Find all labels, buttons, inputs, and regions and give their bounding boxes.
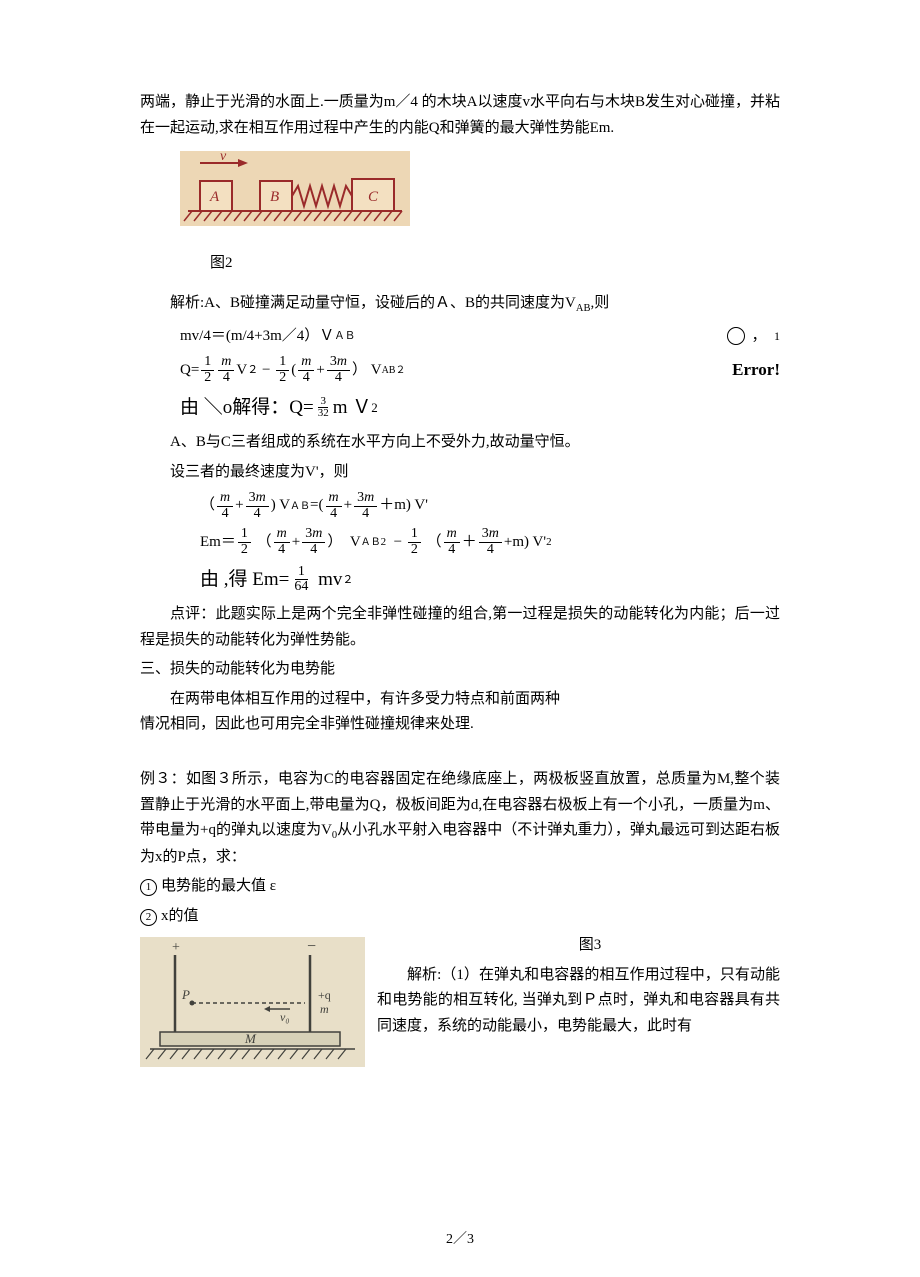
figure-3-svg: M + − bbox=[140, 937, 365, 1067]
circled-1-icon: 1 bbox=[140, 879, 157, 896]
figure-3: M + − bbox=[140, 937, 365, 1077]
svg-text:+q: +q bbox=[318, 988, 331, 1002]
svg-text:v₀: v₀ bbox=[280, 1010, 290, 1024]
analysis-text-pre: 解析:A、B碰撞满足动量守恒，设碰后的Ａ、B的共同速度为V bbox=[170, 295, 576, 311]
eq1-sub: ＡＢ bbox=[334, 328, 355, 346]
svg-text:m: m bbox=[320, 1002, 329, 1016]
circle-icon bbox=[727, 327, 745, 345]
section3-title: 三、损失的动能转化为电势能 bbox=[140, 657, 780, 683]
svg-text:−: − bbox=[307, 938, 316, 955]
example3-q1: 1电势能的最大值 ε bbox=[140, 874, 780, 900]
section3-p1: 在两带电体相互作用的过程中，有许多受力特点和前面两种 bbox=[140, 687, 780, 713]
svg-text:+: + bbox=[172, 940, 180, 955]
analysis-line-1: 解析:A、B碰撞满足动量守恒，设碰后的Ａ、B的共同速度为VAB,则 bbox=[140, 291, 780, 318]
eq6-prefix: 由 ,得 Em= bbox=[200, 564, 289, 596]
svg-text:B: B bbox=[270, 189, 279, 205]
figure-2-svg: v A B C bbox=[180, 151, 410, 226]
svg-text:M: M bbox=[244, 1031, 257, 1046]
figure-3-section: M + − bbox=[140, 933, 780, 1081]
eq3-suffix: m Ｖ bbox=[333, 392, 372, 424]
equation-5: Em＝ 12 （ m4 + 3m4 ） VＡＢ2 − 12 （ m4 ＋ 3m4… bbox=[200, 527, 780, 557]
svg-text:v: v bbox=[220, 151, 227, 164]
page-number: 2／3 bbox=[0, 1228, 920, 1252]
svg-text:C: C bbox=[368, 189, 379, 205]
eq2-left: Q= 12 m4 V２ − 12 ( m4 + 3m4 ） VAB２ bbox=[180, 355, 405, 385]
momentum-p2: 设三者的最终速度为V'，则 bbox=[140, 460, 780, 486]
eq5-text: Em＝ 12 （ m4 + 3m4 ） VＡＢ2 − 12 （ m4 ＋ 3m4… bbox=[200, 527, 552, 557]
eq1-num: 1 bbox=[774, 329, 780, 343]
eq1-left: mv/4＝(m/4+3m／4）Ｖ bbox=[180, 324, 334, 350]
eq3-text: 由 ＼o解得：Q=332 m Ｖ2 bbox=[180, 392, 378, 424]
svg-text:P: P bbox=[181, 987, 190, 1002]
example3-q2: 2x的值 bbox=[140, 904, 780, 930]
example3-para: 例３：如图３所示，电容为C的电容器固定在绝缘底座上，两极板竖直放置，总质量为M,… bbox=[140, 767, 780, 870]
analysis-text-post: ,则 bbox=[590, 295, 609, 311]
eq1-comma: ， bbox=[751, 328, 766, 344]
figure-3-caption: 图3 bbox=[400, 933, 780, 959]
equation-3: 由 ＼o解得：Q=332 m Ｖ2 bbox=[180, 392, 780, 424]
eq4-text: （ m4 + 3m4 ) VＡＢ =( m4 + 3m4 ＋m) V' bbox=[200, 491, 428, 521]
equation-1: mv/4＝(m/4+3m／4）ＶＡＢ ， 1 bbox=[180, 324, 780, 350]
q1-text: 电势能的最大值 ε bbox=[161, 878, 276, 894]
figure-2-caption: 图2 bbox=[210, 251, 780, 277]
eq6-text: 由 ,得 Em=164 mv２ bbox=[200, 564, 353, 596]
q2-text: x的值 bbox=[161, 908, 199, 924]
section3-p2: 情况相同，因此也可用完全非弹性碰撞规律来处理. bbox=[140, 712, 780, 738]
document-page: 两端，静止于光滑的水面上.一质量为m／4 的木块A以速度v水平向右与木块B发生对… bbox=[0, 0, 920, 1277]
figure-2: v A B C bbox=[180, 151, 780, 236]
equation-6: 由 ,得 Em=164 mv２ bbox=[200, 564, 780, 596]
eq3-prefix: 由 ＼o解得：Q= bbox=[180, 392, 314, 424]
equation-2: Q= 12 m4 V２ − 12 ( m4 + 3m4 ） VAB２ Error… bbox=[180, 355, 780, 385]
review-text: 点评：此题实际上是两个完全非弹性碰撞的组合,第一过程是损失的动能转化为内能；后一… bbox=[140, 602, 780, 653]
analysis-sub: AB bbox=[576, 303, 591, 314]
error-label: Error! bbox=[732, 356, 780, 385]
svg-text:A: A bbox=[209, 189, 220, 205]
intro-paragraph: 两端，静止于光滑的水面上.一质量为m／4 的木块A以速度v水平向右与木块B发生对… bbox=[140, 90, 780, 141]
eq1-marker: ， 1 bbox=[727, 324, 780, 350]
circled-2-icon: 2 bbox=[140, 909, 157, 926]
momentum-p1: A、B与C三者组成的系统在水平方向上不受外力,故动量守恒。 bbox=[140, 430, 780, 456]
equation-4: （ m4 + 3m4 ) VＡＢ =( m4 + 3m4 ＋m) V' bbox=[200, 491, 780, 521]
